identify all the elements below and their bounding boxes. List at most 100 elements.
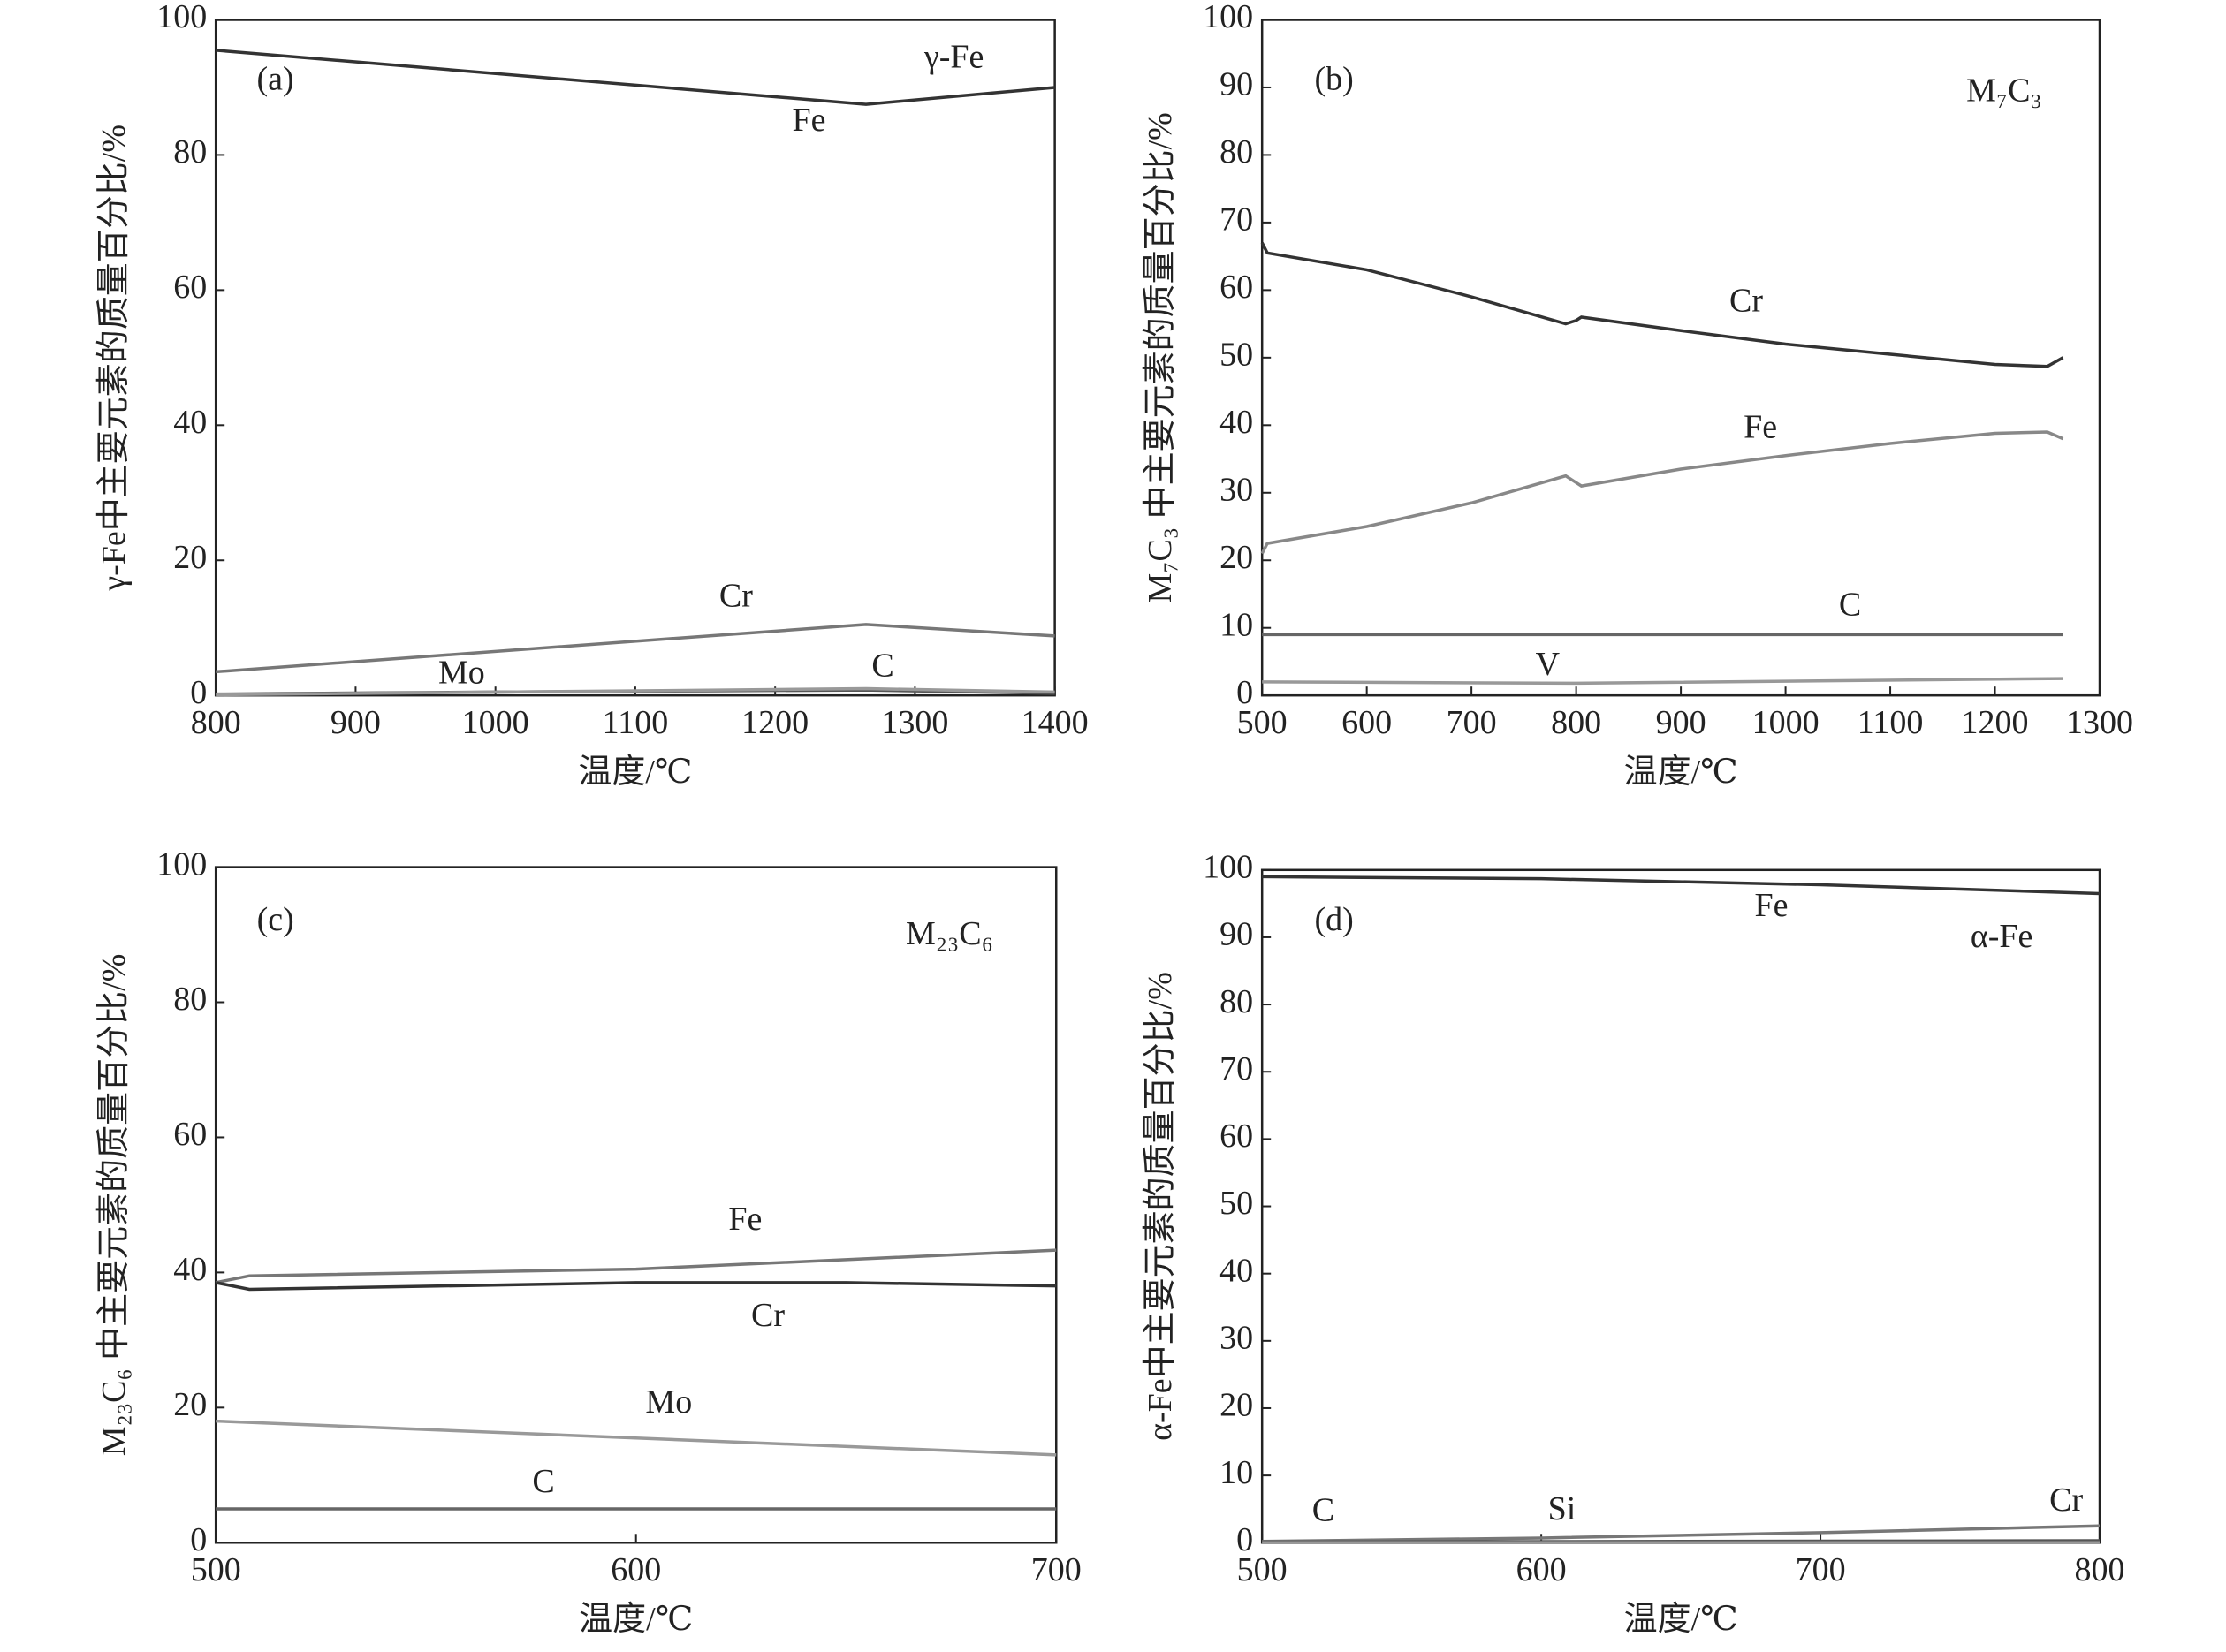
series-label: Cr [2049, 1481, 2083, 1519]
series-line [1262, 1524, 2101, 1543]
series-label: Mo [645, 1383, 692, 1421]
y-tick-label: 100 [1203, 849, 1253, 886]
series-line [215, 1248, 1057, 1284]
x-tick-label: 500 [191, 1551, 241, 1588]
x-tick-label: 1200 [741, 704, 809, 741]
series-label: Fe [1754, 887, 1788, 924]
x-tick-label: 1400 [1022, 704, 1089, 741]
series-label: V [1536, 646, 1561, 683]
y-tick-label: 40 [1219, 404, 1253, 441]
series-label: C [1312, 1491, 1334, 1528]
x-tick-label: 700 [1031, 1551, 1082, 1588]
y-tick-label: 90 [1219, 916, 1253, 953]
x-tick-label: 1100 [603, 704, 669, 741]
phase-annotation: γ-Fe [923, 38, 984, 75]
phase-annotation: M₇C₃ [1966, 72, 2042, 110]
x-axis-label: 温度/℃ [579, 1601, 693, 1638]
y-tick-label: 50 [1219, 1185, 1253, 1222]
y-tick-label: 100 [1203, 0, 1253, 35]
plot-frame [1260, 19, 2101, 697]
y-tick-label: 80 [173, 133, 207, 171]
y-tick-label: 10 [1219, 606, 1253, 643]
panel-label: (c) [257, 901, 294, 938]
x-tick-label: 900 [1656, 704, 1706, 741]
series-label: Fe [792, 102, 825, 139]
y-tick-label: 80 [1219, 983, 1253, 1020]
phase-annotation: α-Fe [1971, 918, 2033, 955]
y-tick-label: 70 [1219, 201, 1253, 239]
y-tick-label: 50 [1219, 337, 1253, 374]
x-axis-label: 温度/℃ [578, 754, 692, 791]
y-tick-label: 90 [1219, 66, 1253, 103]
y-tick-label: 0 [1236, 1521, 1253, 1558]
x-tick-label: 1000 [1752, 704, 1820, 741]
series-label: Mo [438, 655, 485, 692]
x-tick-label: 1300 [881, 704, 948, 741]
series-line [1262, 677, 2063, 686]
plot-frame [214, 19, 1056, 697]
series-line [216, 49, 1055, 106]
x-tick-label: 600 [1516, 1551, 1567, 1588]
x-tick-label: 1000 [462, 704, 529, 741]
y-tick-label: 40 [173, 1251, 207, 1288]
y-tick-label: 40 [173, 404, 207, 441]
phase-annotation: M₂₃C₆ [906, 915, 993, 952]
series-label: Si [1548, 1490, 1576, 1527]
y-tick-label: 60 [173, 269, 207, 306]
panel-label: (b) [1315, 61, 1354, 98]
x-tick-label: 1100 [1858, 704, 1924, 741]
series-label: Fe [728, 1201, 762, 1238]
series-label: Cr [1729, 282, 1763, 319]
y-tick-label: 80 [173, 981, 207, 1018]
y-tick-label: 60 [1219, 1118, 1253, 1155]
series-label: Cr [751, 1297, 785, 1334]
y-axis-label: α-Fe中主要元素的质量百分比/% [1142, 972, 1179, 1441]
y-tick-label: 20 [1219, 539, 1253, 576]
panel-label: (d) [1315, 901, 1354, 938]
series-line [215, 1281, 1057, 1292]
x-tick-label: 900 [330, 704, 381, 741]
series-label: C [871, 647, 893, 684]
series-line [216, 623, 1055, 674]
series-line [1262, 875, 2101, 896]
y-tick-label: 10 [1219, 1454, 1253, 1491]
plot-frame [214, 866, 1058, 1544]
x-tick-label: 500 [1237, 1551, 1288, 1588]
y-axis-label: M₂₃C₆ 中主要元素的质量百分比/% [95, 954, 133, 1457]
x-tick-label: 700 [1796, 1551, 1846, 1588]
y-tick-label: 20 [173, 1386, 207, 1423]
x-axis-label: 温度/℃ [1624, 1601, 1738, 1638]
x-tick-label: 600 [611, 1551, 661, 1588]
y-tick-label: 20 [1219, 1387, 1253, 1424]
panel-label: (a) [257, 61, 294, 98]
y-axis-label: γ-Fe中主要元素的质量百分比/% [95, 125, 133, 592]
x-tick-label: 1200 [1962, 704, 2029, 741]
y-tick-label: 0 [190, 1521, 207, 1558]
series-line [216, 1419, 1057, 1457]
series-label: Cr [719, 578, 753, 615]
y-tick-label: 40 [1219, 1252, 1253, 1289]
x-tick-label: 700 [1447, 704, 1497, 741]
y-tick-label: 60 [1219, 269, 1253, 306]
series-label: C [532, 1463, 554, 1500]
series-label: C [1839, 586, 1861, 623]
x-tick-label: 1300 [2066, 704, 2133, 741]
x-tick-label: 600 [1341, 704, 1392, 741]
y-tick-label: 100 [156, 0, 207, 35]
series-line [216, 686, 1055, 697]
y-tick-label: 0 [1236, 674, 1253, 711]
x-tick-label: 800 [191, 704, 241, 741]
series-line [1260, 242, 2064, 368]
y-tick-label: 30 [1219, 471, 1253, 508]
y-tick-label: 80 [1219, 133, 1253, 171]
series-label: Fe [1744, 408, 1777, 445]
y-tick-label: 70 [1219, 1050, 1253, 1087]
y-tick-label: 60 [173, 1116, 207, 1153]
y-axis-label: M₇C₃ 中主要元素的质量百分比/% [1142, 112, 1179, 602]
x-tick-label: 800 [1551, 704, 1601, 741]
y-tick-label: 20 [173, 539, 207, 576]
series-line [1260, 430, 2064, 555]
x-tick-label: 800 [2075, 1551, 2125, 1588]
